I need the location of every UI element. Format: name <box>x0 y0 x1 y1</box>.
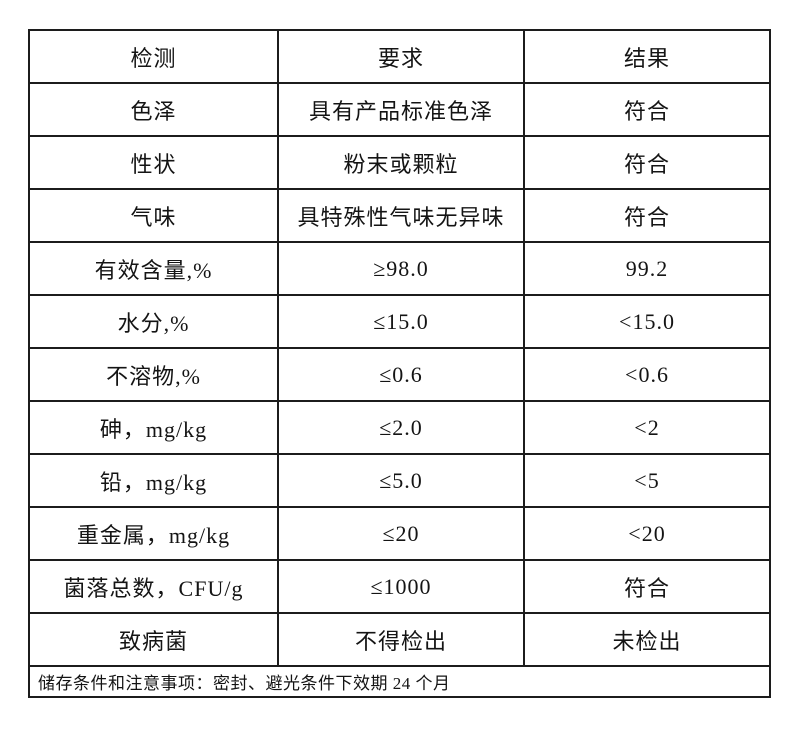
requirement-cell: ≤5.0 <box>277 453 525 508</box>
table-row-total-plate-count: 菌落总数，CFU/g ≤1000 符合 <box>28 559 771 614</box>
result-cell: <2 <box>523 400 771 455</box>
item-cell: 致病菌 <box>28 612 279 667</box>
column-header-requirement: 要求 <box>277 29 525 84</box>
table-row-pathogens: 致病菌 不得检出 未检出 <box>28 612 771 667</box>
result-cell: <15.0 <box>523 294 771 349</box>
item-cell: 性状 <box>28 135 279 190</box>
requirement-cell: ≥98.0 <box>277 241 525 296</box>
table-row-odor: 气味 具特殊性气味无异味 符合 <box>28 188 771 243</box>
table-row-lead: 铅，mg/kg ≤5.0 <5 <box>28 453 771 508</box>
requirement-cell: 不得检出 <box>277 612 525 667</box>
item-cell: 不溶物,% <box>28 347 279 402</box>
table-row-active-content: 有效含量,% ≥98.0 99.2 <box>28 241 771 296</box>
requirement-cell: ≤1000 <box>277 559 525 614</box>
requirement-cell: ≤2.0 <box>277 400 525 455</box>
table-row-insolubles: 不溶物,% ≤0.6 <0.6 <box>28 347 771 402</box>
column-header-test: 检测 <box>28 29 279 84</box>
result-cell: 符合 <box>523 135 771 190</box>
requirement-cell: 粉末或颗粒 <box>277 135 525 190</box>
result-cell: 符合 <box>523 188 771 243</box>
item-cell: 色泽 <box>28 82 279 137</box>
table-row-appearance: 性状 粉末或颗粒 符合 <box>28 135 771 190</box>
table-row-color: 色泽 具有产品标准色泽 符合 <box>28 82 771 137</box>
requirement-cell: ≤20 <box>277 506 525 561</box>
item-cell: 气味 <box>28 188 279 243</box>
requirement-cell: ≤0.6 <box>277 347 525 402</box>
item-cell: 水分,% <box>28 294 279 349</box>
table-footer-row: 储存条件和注意事项：密封、避光条件下效期 24 个月 <box>28 665 771 698</box>
result-cell: 99.2 <box>523 241 771 296</box>
item-cell: 砷，mg/kg <box>28 400 279 455</box>
result-cell: 未检出 <box>523 612 771 667</box>
result-cell: <20 <box>523 506 771 561</box>
item-cell: 有效含量,% <box>28 241 279 296</box>
requirement-cell: 具有产品标准色泽 <box>277 82 525 137</box>
storage-note: 储存条件和注意事项：密封、避光条件下效期 24 个月 <box>28 665 771 698</box>
table-row-moisture: 水分,% ≤15.0 <15.0 <box>28 294 771 349</box>
result-cell: <0.6 <box>523 347 771 402</box>
item-cell: 菌落总数，CFU/g <box>28 559 279 614</box>
result-cell: 符合 <box>523 559 771 614</box>
requirement-cell: 具特殊性气味无异味 <box>277 188 525 243</box>
item-cell: 铅，mg/kg <box>28 453 279 508</box>
requirement-cell: ≤15.0 <box>277 294 525 349</box>
column-header-result: 结果 <box>523 29 771 84</box>
table-row-arsenic: 砷，mg/kg ≤2.0 <2 <box>28 400 771 455</box>
result-cell: 符合 <box>523 82 771 137</box>
result-cell: <5 <box>523 453 771 508</box>
item-cell: 重金属，mg/kg <box>28 506 279 561</box>
table-header-row: 检测 要求 结果 <box>28 29 771 84</box>
inspection-spec-table: 检测 要求 结果 色泽 具有产品标准色泽 符合 性状 粉末或颗粒 符合 气味 具… <box>28 29 771 698</box>
table-row-heavy-metals: 重金属，mg/kg ≤20 <20 <box>28 506 771 561</box>
